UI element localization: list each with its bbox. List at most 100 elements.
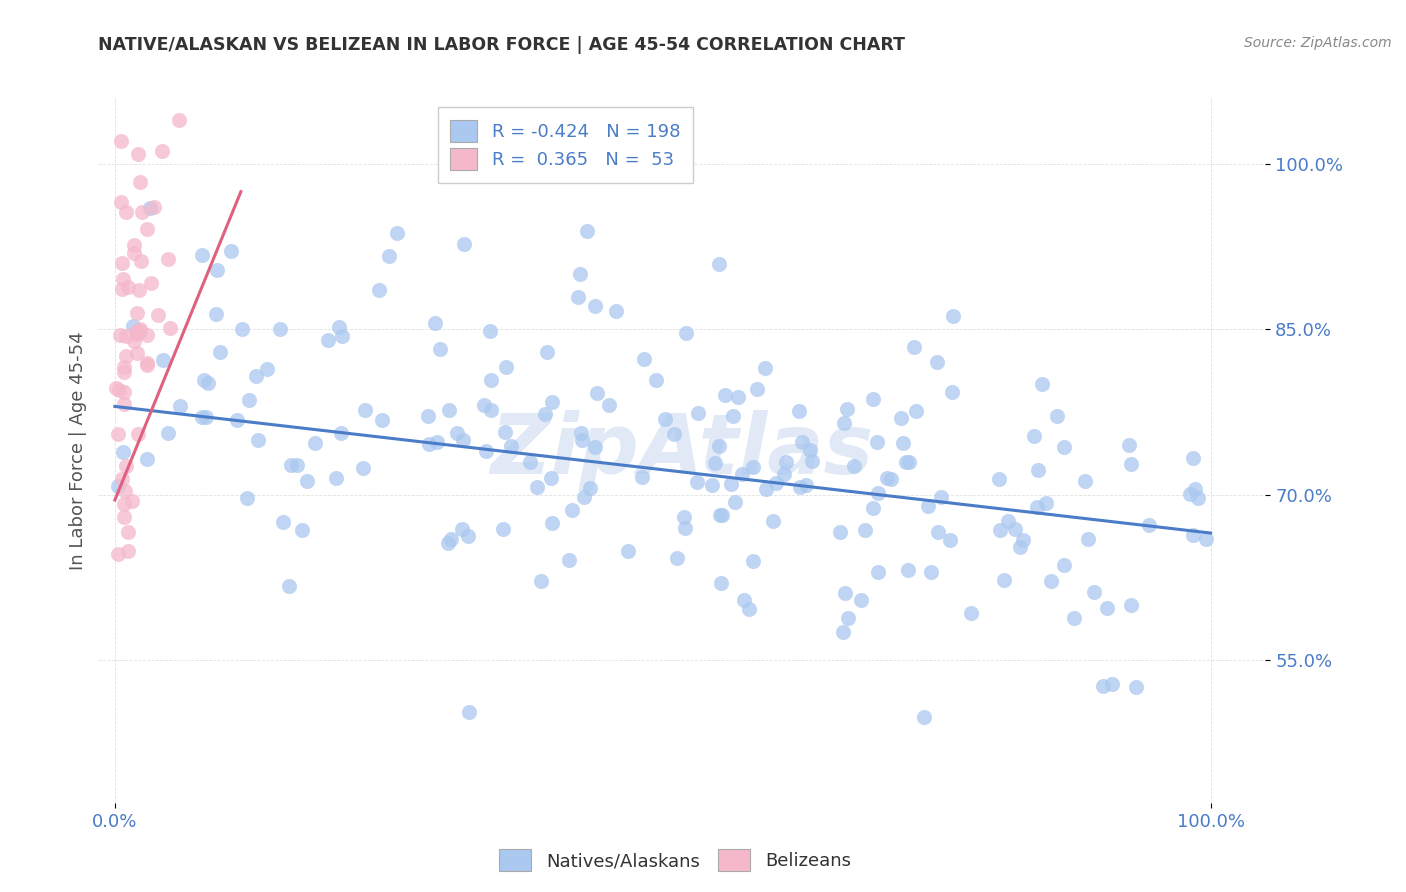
Point — [896, 455, 918, 469]
Point — [1040, 574, 1063, 588]
Point — [1026, 500, 1049, 514]
Point — [501, 440, 523, 454]
Point — [495, 359, 517, 374]
Point — [205, 263, 228, 277]
Point — [479, 373, 502, 387]
Point — [125, 325, 148, 339]
Point — [775, 455, 797, 469]
Point — [122, 334, 145, 348]
Point — [271, 516, 294, 530]
Point — [112, 497, 135, 511]
Point — [904, 404, 927, 418]
Point — [673, 510, 696, 524]
Point — [631, 470, 654, 484]
Point — [1031, 377, 1053, 392]
Text: NATIVE/ALASKAN VS BELIZEAN IN LABOR FORCE | AGE 45-54 CORRELATION CHART: NATIVE/ALASKAN VS BELIZEAN IN LABOR FORC… — [98, 36, 905, 54]
Point — [117, 524, 139, 539]
Point — [135, 355, 157, 369]
Point — [107, 426, 129, 441]
Point — [139, 276, 162, 290]
Point — [157, 425, 180, 440]
Point — [1083, 584, 1105, 599]
Point — [723, 409, 745, 424]
Point — [714, 388, 737, 402]
Point — [208, 345, 231, 359]
Point — [561, 503, 583, 517]
Point — [959, 606, 981, 620]
Point — [844, 458, 866, 473]
Point — [920, 566, 942, 580]
Point — [291, 523, 314, 537]
Point — [107, 547, 129, 561]
Y-axis label: In Labor Force | Age 45-54: In Labor Force | Age 45-54 — [69, 331, 87, 570]
Point — [541, 394, 564, 409]
Point — [457, 705, 479, 719]
Point — [112, 397, 135, 411]
Point — [195, 409, 218, 424]
Point — [686, 406, 709, 420]
Point — [328, 320, 350, 334]
Point — [662, 427, 685, 442]
Point — [942, 309, 965, 323]
Point — [352, 461, 374, 475]
Point — [197, 376, 219, 390]
Point — [792, 434, 814, 449]
Point — [731, 467, 754, 481]
Point — [787, 404, 810, 418]
Point — [479, 403, 502, 417]
Point — [1053, 558, 1076, 572]
Point — [167, 113, 190, 128]
Point — [492, 522, 515, 536]
Point — [710, 576, 733, 591]
Point — [789, 480, 811, 494]
Point — [269, 322, 291, 336]
Point — [1181, 451, 1204, 466]
Point — [278, 579, 301, 593]
Point — [238, 393, 260, 408]
Point — [880, 472, 903, 486]
Point — [129, 175, 152, 189]
Point — [332, 328, 354, 343]
Point — [122, 246, 145, 260]
Point — [828, 524, 851, 539]
Text: Source: ZipAtlas.com: Source: ZipAtlas.com — [1244, 36, 1392, 50]
Point — [675, 326, 697, 340]
Point — [127, 427, 149, 442]
Point — [112, 384, 135, 399]
Point — [457, 529, 479, 543]
Point — [127, 306, 149, 320]
Point — [1012, 533, 1035, 547]
Point — [115, 349, 138, 363]
Text: ZipAtlas: ZipAtlas — [491, 410, 873, 491]
Point — [150, 144, 173, 158]
Point — [1125, 680, 1147, 694]
Point — [742, 459, 765, 474]
Point — [143, 201, 166, 215]
Point — [891, 435, 914, 450]
Point — [121, 494, 143, 508]
Point — [367, 284, 389, 298]
Point — [583, 441, 606, 455]
Point — [429, 342, 451, 356]
Point — [903, 340, 925, 354]
Point — [1095, 601, 1118, 615]
Point — [472, 398, 495, 412]
Point — [862, 392, 884, 406]
Point — [236, 491, 259, 505]
Point — [136, 359, 159, 373]
Point — [159, 321, 181, 335]
Point — [440, 533, 463, 547]
Point — [193, 373, 215, 387]
Point — [1121, 599, 1143, 613]
Point — [876, 471, 898, 485]
Point — [837, 402, 859, 417]
Point — [157, 252, 180, 266]
Point — [575, 224, 598, 238]
Point — [711, 508, 734, 523]
Point — [451, 433, 474, 447]
Point — [122, 238, 145, 252]
Point — [112, 359, 135, 374]
Point — [139, 202, 162, 216]
Point — [541, 516, 564, 531]
Point — [644, 373, 666, 387]
